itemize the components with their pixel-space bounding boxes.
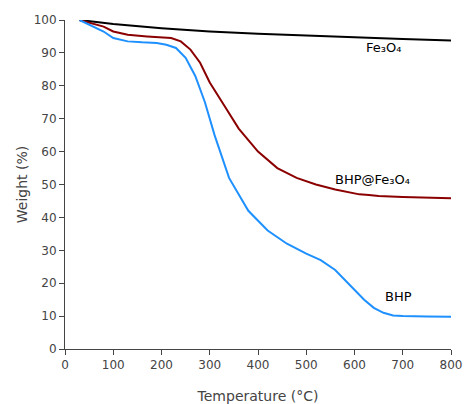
svg-text:300: 300 [198, 358, 221, 372]
svg-text:40: 40 [41, 211, 56, 225]
svg-text:Weight (%): Weight (%) [14, 146, 30, 223]
svg-text:200: 200 [150, 358, 173, 372]
svg-text:10: 10 [41, 309, 56, 323]
svg-text:30: 30 [41, 244, 56, 258]
svg-text:700: 700 [391, 358, 414, 372]
svg-text:60: 60 [41, 145, 56, 159]
svg-text:600: 600 [343, 358, 366, 372]
svg-text:20: 20 [41, 276, 56, 290]
svg-text:Fe₃O₄: Fe₃O₄ [366, 40, 401, 55]
svg-text:100: 100 [34, 13, 57, 27]
svg-text:50: 50 [41, 178, 56, 192]
svg-text:400: 400 [247, 358, 270, 372]
svg-text:BHP@Fe₃O₄: BHP@Fe₃O₄ [335, 172, 410, 187]
svg-text:0: 0 [49, 342, 57, 356]
svg-text:80: 80 [41, 79, 56, 93]
svg-text:70: 70 [41, 112, 56, 126]
svg-text:90: 90 [41, 46, 56, 60]
svg-text:100: 100 [102, 358, 125, 372]
svg-text:0: 0 [61, 358, 69, 372]
svg-text:500: 500 [295, 358, 318, 372]
svg-text:800: 800 [440, 358, 463, 372]
svg-text:BHP: BHP [385, 289, 412, 304]
svg-text:Temperature (°C): Temperature (°C) [197, 388, 319, 404]
